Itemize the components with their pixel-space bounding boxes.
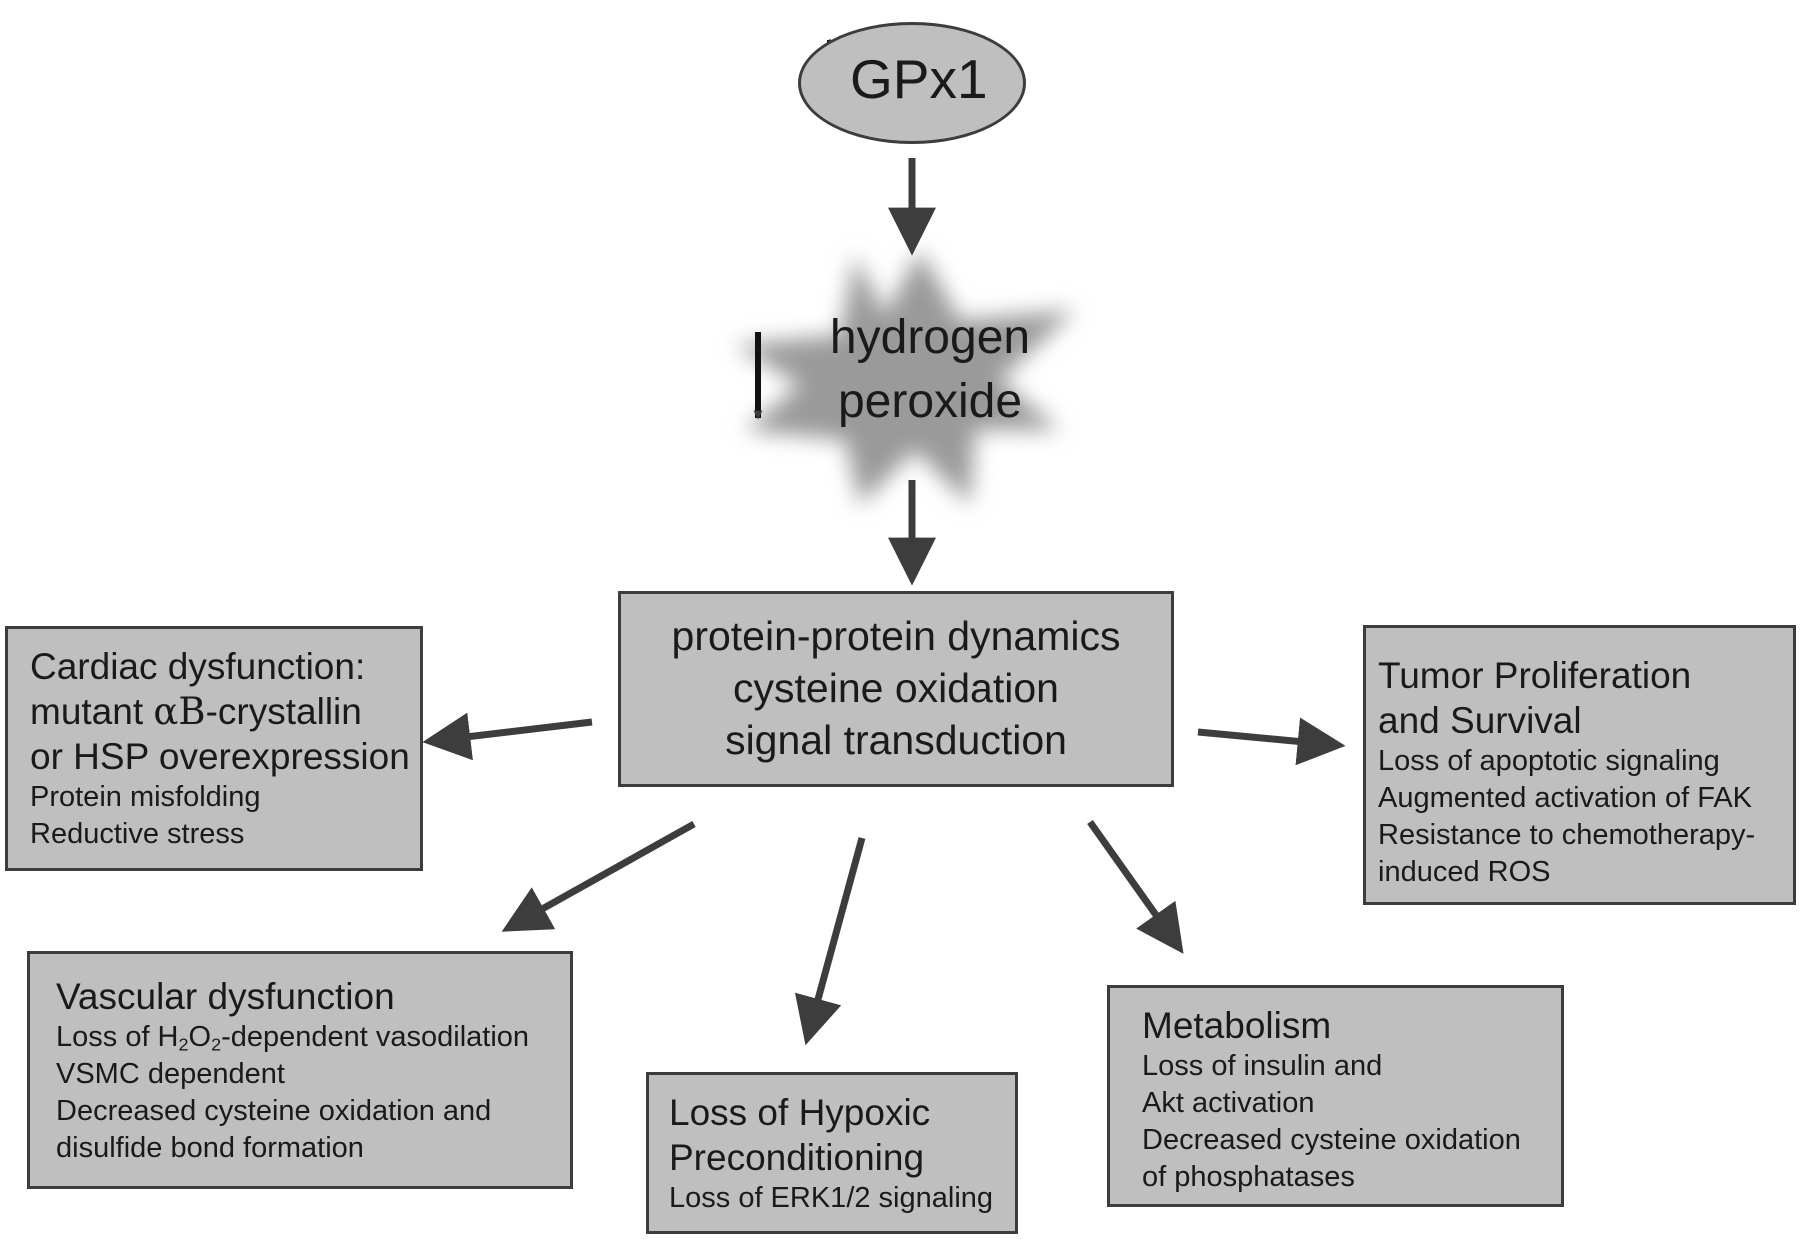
tumor-item-2: Augmented activation of FAK bbox=[1378, 782, 1752, 814]
center-line-1: protein-protein dynamics bbox=[671, 613, 1121, 659]
metabolism-item-1: Loss of insulin and bbox=[1142, 1050, 1383, 1082]
cardiac-hsp: or HSP overexpression bbox=[30, 736, 410, 777]
peroxide-starburst bbox=[735, 250, 1075, 505]
peroxide-line-2: peroxide bbox=[837, 375, 1023, 428]
center-line-3: signal transduction bbox=[725, 717, 1067, 763]
tumor-title-1: Tumor Proliferation bbox=[1378, 655, 1692, 696]
cardiac-box: Cardiac dysfunction: mutant αB-crystalli… bbox=[5, 626, 423, 871]
cardiac-item-1: Protein misfolding bbox=[30, 781, 261, 813]
cardiac-title: Cardiac dysfunction: bbox=[30, 646, 366, 687]
center-box: protein-protein dynamics cysteine oxidat… bbox=[618, 591, 1174, 787]
hypoxic-title-2: Preconditioning bbox=[669, 1137, 925, 1178]
arrow-to-hypoxic bbox=[794, 837, 866, 1046]
cardiac-crystallin: mutant αB-crystallin bbox=[30, 690, 362, 733]
tumor-title-2: and Survival bbox=[1378, 700, 1582, 741]
tumor-item-1: Loss of apoptotic signaling bbox=[1378, 745, 1720, 777]
vascular-item-4: disulfide bond formation bbox=[56, 1132, 364, 1164]
hypoxic-item-1: Loss of ERK1/2 signaling bbox=[669, 1182, 994, 1214]
vascular-item-1: Loss of H2O2-dependent vasodilation bbox=[56, 1021, 530, 1055]
peroxide-line-1: hydrogen bbox=[829, 311, 1031, 364]
metabolism-item-2: Akt activation bbox=[1142, 1087, 1315, 1119]
metabolism-title: Metabolism bbox=[1142, 1005, 1332, 1046]
gpx1-ellipse bbox=[798, 22, 1026, 144]
cardiac-item-2: Reductive stress bbox=[30, 818, 245, 850]
arrow-to-metabolism bbox=[1087, 819, 1184, 954]
vascular-title: Vascular dysfunction bbox=[56, 976, 395, 1017]
center-line-2: cysteine oxidation bbox=[733, 665, 1059, 711]
metabolism-item-3: Decreased cysteine oxidation bbox=[1142, 1124, 1521, 1156]
tumor-item-4: induced ROS bbox=[1378, 856, 1551, 888]
arrow-to-vascular bbox=[501, 820, 696, 932]
metabolism-box: Metabolism Loss of insulin and Akt activ… bbox=[1107, 985, 1564, 1207]
arrow-to-cardiac bbox=[422, 712, 593, 761]
hydrogen-peroxide-label: hydrogen peroxide bbox=[780, 306, 1080, 434]
vascular-item-2: VSMC dependent bbox=[56, 1058, 285, 1090]
vascular-box: Vascular dysfunction Loss of H2O2-depend… bbox=[27, 951, 573, 1189]
tumor-box: Tumor Proliferation and Survival Loss of… bbox=[1363, 625, 1796, 905]
hypoxic-title-1: Loss of Hypoxic bbox=[669, 1092, 931, 1133]
gpx1-label: GPx1 bbox=[850, 48, 988, 110]
tumor-item-3: Resistance to chemotherapy- bbox=[1378, 819, 1756, 851]
metabolism-item-4: of phosphatases bbox=[1142, 1161, 1355, 1193]
vascular-item-3: Decreased cysteine oxidation and bbox=[56, 1095, 492, 1127]
hypoxic-box: Loss of Hypoxic Preconditioning Loss of … bbox=[646, 1072, 1018, 1234]
arrow-to-tumor bbox=[1197, 717, 1346, 766]
